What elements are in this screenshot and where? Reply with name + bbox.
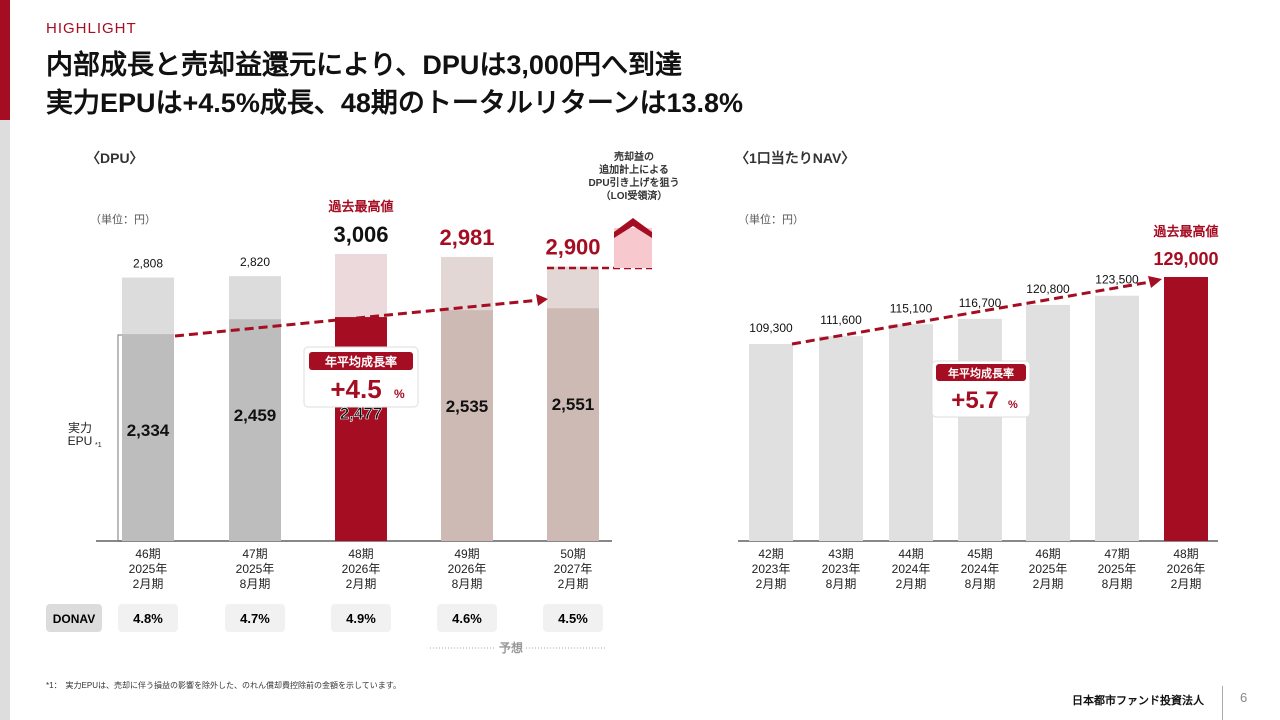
nav-record-label: 過去最高値 [1152, 224, 1218, 239]
nav-bar [889, 324, 933, 541]
nav-value-label: 129,000 [1153, 249, 1218, 269]
epu-value-label: 2,535 [446, 397, 489, 416]
trend-arrowhead [536, 294, 548, 306]
growth-label-bg [309, 352, 413, 370]
epu-footnote-marker: *1 [95, 442, 102, 449]
nav-growth-unit: % [1008, 399, 1018, 411]
upside-chevron-icon [614, 218, 652, 238]
epu-value-label: 2,551 [552, 395, 595, 414]
dpu-trend-arrow [174, 298, 541, 338]
highlight-tag: HIGHLIGHT [46, 20, 137, 37]
dpu-category-label: 49期 2026年 8月期 [448, 547, 487, 591]
nav-category-label: 45期 2024年 8月期 [961, 547, 1000, 591]
nav-growth-label: 年平均成長率 [948, 366, 1014, 380]
donav-row-label: DONAV [53, 612, 95, 626]
page-title: 内部成長と売却益還元により、DPUは3,000円へ到達 実力EPUは+4.5%成… [46, 46, 743, 122]
nav-value-label: 120,800 [1026, 282, 1070, 296]
dpu-category-label: 48期 2026年 2月期 [342, 547, 381, 591]
accent-sidebar [0, 0, 10, 720]
growth-unit: % [394, 387, 405, 401]
dpu-value-label: 2,900 [545, 235, 600, 260]
epu-axis-label: 実力 EPU [68, 420, 93, 448]
nav-chart-title: 〈1口当たりNAV〉 [735, 150, 856, 166]
nav-trend-arrow [791, 280, 1151, 346]
upside-note: 売却益の追加計上による DPU引き上げを狙う（LOI受領済） [588, 150, 679, 202]
growth-label: 年平均成長率 [325, 354, 397, 369]
nav-growth-label-bg [936, 364, 1026, 381]
nav-growth-value: +5.7 [951, 387, 998, 414]
growth-value: +4.5 [330, 374, 381, 404]
epu-bar [547, 308, 599, 541]
dpu-value-label: 2,981 [439, 225, 494, 250]
dpu-record-label: 過去最高値 [327, 199, 393, 214]
donav-cell [225, 604, 285, 632]
page-number: 6 [1240, 690, 1248, 705]
nav-value-label: 116,700 [959, 296, 1002, 310]
nav-bar [819, 336, 863, 541]
epu-bracket [117, 334, 122, 542]
dpu-category-label: 50期 2027年 2月期 [554, 547, 593, 591]
upside-arrow-box [614, 228, 652, 268]
title-line-1: 内部成長と売却益還元により、DPUは3,000円へ到達 [46, 50, 682, 80]
epu-bar [122, 334, 174, 541]
nav-category-label: 42期 2023年 2月期 [752, 547, 791, 591]
nav-value-label: 109,300 [749, 321, 793, 335]
dpu-value-label: 3,006 [333, 222, 388, 247]
nav-category-label: 47期 2025年 8月期 [1098, 547, 1137, 591]
footer-divider [1222, 686, 1223, 720]
nav-value-label: 115,100 [890, 301, 933, 315]
donav-row-label-bg [46, 604, 102, 632]
nav-category-label: 48期 2026年 2月期 [1167, 547, 1206, 591]
donav-cell [118, 604, 178, 632]
nav-bar [1164, 277, 1208, 541]
nav-bar [749, 343, 793, 541]
nav-bar [1026, 304, 1070, 541]
nav-trend-arrowhead [1148, 276, 1162, 288]
epu-bar [441, 310, 493, 541]
donav-value: 4.8% [133, 611, 163, 626]
nav-category-label: 43期 2023年 8月期 [822, 547, 861, 591]
footnote: *1： 実力EPUは、売却に伴う損益の影響を除外した、のれん償却費控除前の金額を… [46, 681, 401, 690]
donav-cell [437, 604, 497, 632]
dpu-value-label: 2,808 [133, 257, 163, 271]
donav-cell [331, 604, 391, 632]
nav-value-label: 111,600 [820, 313, 862, 327]
nav-category-label: 44期 2024年 2月期 [892, 547, 931, 591]
donav-value: 4.9% [346, 611, 376, 626]
nav-unit: （単位：円） [738, 214, 804, 226]
nav-value-label: 123,500 [1095, 273, 1139, 287]
donav-value: 4.5% [558, 611, 588, 626]
title-line-2: 実力EPUは+4.5%成長、48期のトータルリターンは13.8% [46, 88, 744, 118]
forecast-label: 予想 [499, 640, 523, 655]
epu-value-label: 2,459 [234, 406, 277, 425]
epu-value-label: 2,477 [340, 404, 383, 423]
nav-category-label: 46期 2025年 2月期 [1029, 547, 1068, 591]
donav-value: 4.6% [452, 611, 482, 626]
dpu-unit: （単位：円） [90, 214, 156, 226]
epu-bar [229, 319, 281, 541]
donav-value: 4.7% [240, 611, 270, 626]
nav-bar [1095, 295, 1139, 541]
dpu-category-label: 46期 2025年 2月期 [129, 547, 168, 591]
dpu-chart-title: 〈DPU〉 [86, 150, 144, 166]
dpu-value-label: 2,820 [240, 255, 270, 269]
nav-bar [958, 318, 1002, 541]
epu-value-label: 2,334 [127, 421, 170, 440]
company-name: 日本都市ファンド投資法人 [1072, 695, 1204, 707]
dpu-category-label: 47期 2025年 8月期 [236, 547, 275, 591]
donav-cell [543, 604, 603, 632]
